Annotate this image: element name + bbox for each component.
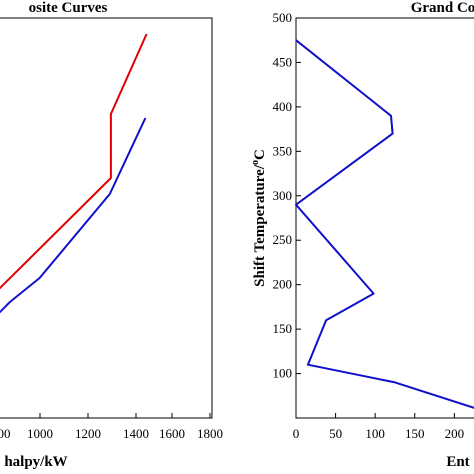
left-x-tick-label: 1600	[159, 426, 185, 441]
left-chart: osite Curves halpy/kW 00 1000 1200 1400 1600…	[0, 0, 223, 470]
right-y-tick-label: 450	[273, 54, 293, 69]
left-x-tick-label: 1200	[75, 426, 101, 441]
left-x-axis-label: halpy/kW	[4, 454, 67, 470]
right-x-tick-label: 200	[445, 426, 465, 441]
right-plot-frame	[295, 17, 474, 419]
right-x-tick-label: 50	[329, 426, 342, 441]
right-x-tick-label: 0	[293, 426, 300, 441]
left-x-tick-label: 00	[0, 426, 11, 441]
right-y-tick-label: 100	[273, 366, 293, 381]
right-y-axis-label-unit: C	[252, 149, 268, 160]
right-x-tick-label: 100	[365, 426, 385, 441]
right-chart: Grand Co Ent Shift Temperature/oC 0 50 100…	[250, 0, 474, 470]
right-x-axis-label: Ent	[446, 454, 469, 470]
left-series-line-0	[0, 33, 148, 290]
right-y-tick-label: 300	[273, 188, 293, 203]
left-plot-frame	[0, 17, 213, 419]
left-x-tick-label: 1400	[123, 426, 149, 441]
right-y-axis-label-main: Shift Temperature/	[252, 164, 268, 287]
right-y-tick-label: 250	[273, 232, 293, 247]
left-chart-title: osite Curves	[29, 0, 108, 16]
right-y-tick-label: 200	[273, 277, 293, 292]
right-y-axis-label: Shift Temperature/oC	[250, 149, 268, 287]
left-series-line-1	[0, 117, 147, 314]
left-x-tick-label: 1800	[197, 426, 223, 441]
right-y-tick-label: 350	[273, 143, 293, 158]
left-x-tick-label: 1000	[27, 426, 53, 441]
right-chart-title: Grand Co	[411, 0, 474, 16]
right-y-axis-label-sup: o	[250, 160, 261, 165]
right-x-tick-label: 150	[405, 426, 425, 441]
right-axis-ticks: 0 50 100 150 200 100 150 200 250 300 350 400 450 500	[273, 10, 465, 441]
right-y-tick-label: 500	[273, 10, 293, 25]
left-x-ticks: 00 1000 1200 1400 1600 1800	[0, 413, 223, 441]
right-y-tick-label: 400	[273, 99, 293, 114]
right-series-line-0	[295, 39, 474, 409]
right-series-group	[295, 39, 474, 409]
left-series-group	[0, 33, 148, 314]
right-y-tick-label: 150	[273, 321, 293, 336]
